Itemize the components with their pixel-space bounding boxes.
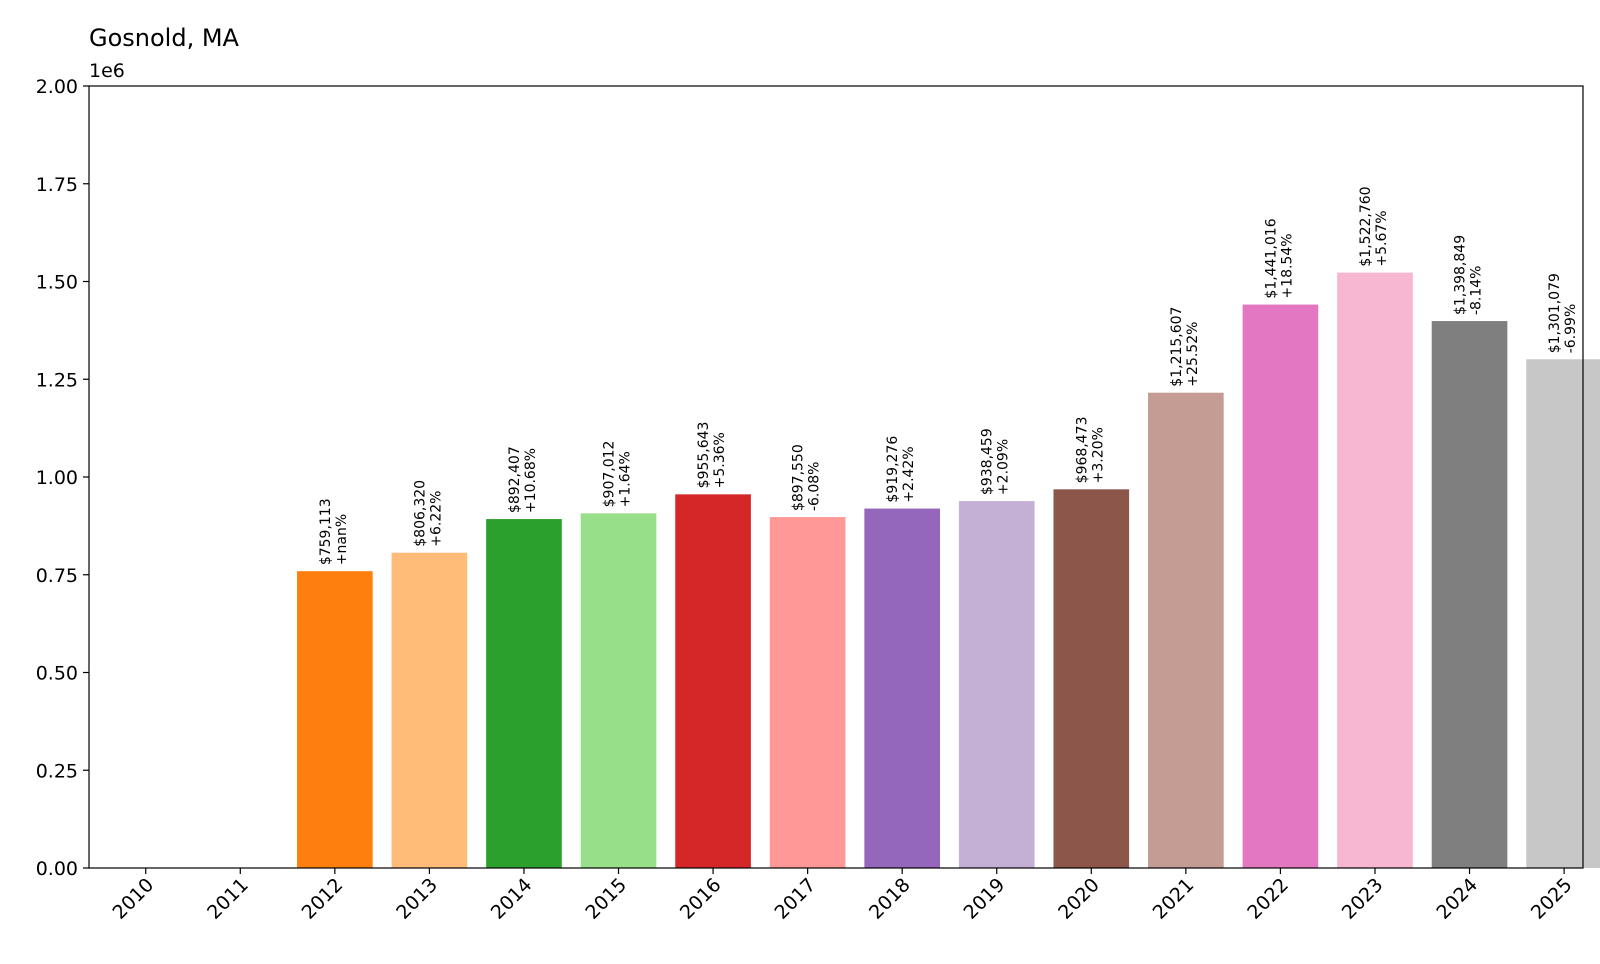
bar-labels-layer: $759,113 +nan% $806,320 +6.22% $892,407 +10.6… (318, 186, 1579, 565)
bar-change-label-2025: -6.99% (1563, 304, 1579, 354)
bar-value-label-2015: $907,012 (602, 441, 618, 508)
bar-value-label-2018: $919,276 (885, 436, 901, 503)
bar-change-label-2023: +5.67% (1374, 210, 1390, 266)
bar-value-label-2025: $1,301,079 (1547, 273, 1563, 353)
bar-change-label-2014: +10.68% (523, 448, 539, 513)
bars-layer (297, 272, 1600, 868)
bar-change-label-2022: +18.54% (1279, 233, 1295, 298)
x-tick-label-2024: 2024 (1432, 874, 1482, 924)
bar-2016 (675, 494, 751, 868)
bar-value-label-2012: $759,113 (318, 498, 334, 565)
bar-2021 (1148, 392, 1224, 868)
x-tick-label-2013: 2013 (392, 874, 442, 924)
chart-title: Gosnold, MA (89, 24, 240, 52)
bar-2023 (1337, 272, 1413, 868)
plot-frame (88, 85, 1584, 869)
bar-value-label-2013: $806,320 (412, 480, 428, 547)
y-tick-label-4: 1.00 (36, 467, 78, 489)
bar-2015 (580, 513, 657, 868)
bar-value-label-2021: $1,215,607 (1169, 307, 1185, 387)
y-tick-label-5: 1.25 (36, 369, 78, 391)
bar-value-label-2022: $1,441,016 (1263, 218, 1279, 298)
bar-2018 (864, 508, 941, 868)
x-tick-label-2017: 2017 (770, 874, 820, 924)
bar-value-label-2020: $968,473 (1074, 417, 1090, 484)
bar-value-label-2024: $1,398,849 (1453, 235, 1469, 315)
y-tick-label-2: 0.50 (36, 663, 78, 685)
bar-change-label-2020: +3.20% (1090, 427, 1106, 483)
bar-change-label-2024: -8.14% (1469, 266, 1485, 316)
bar-2024 (1431, 321, 1508, 868)
bar-change-label-2019: +2.09% (996, 439, 1012, 495)
bar-2012 (297, 571, 373, 868)
x-tick-label-2020: 2020 (1054, 874, 1104, 924)
bar-change-label-2016: +5.36% (712, 432, 728, 488)
x-tick-label-2021: 2021 (1149, 874, 1199, 924)
x-tick-label-2011: 2011 (203, 874, 253, 924)
bar-change-label-2017: -6.08% (807, 462, 823, 512)
x-tick-label-2025: 2025 (1527, 874, 1577, 924)
bar-change-label-2012: +nan% (334, 514, 350, 565)
x-tick-label-2016: 2016 (676, 874, 726, 924)
bar-2019 (958, 501, 1035, 868)
y-tick-label-3: 0.75 (36, 565, 78, 587)
x-tick-label-2022: 2022 (1243, 874, 1293, 924)
x-tick-label-2018: 2018 (865, 874, 915, 924)
bar-2017 (769, 517, 846, 868)
y-axis-offset-label: 1e6 (89, 60, 125, 82)
bar-change-label-2021: +25.52% (1185, 322, 1201, 387)
x-tick-label-2015: 2015 (581, 874, 631, 924)
bar-2014 (486, 519, 562, 868)
bar-value-label-2016: $955,643 (696, 422, 712, 489)
y-axis: 0.00 0.25 0.50 0.75 1.00 1.25 1.50 1.75 2.00 (36, 76, 89, 880)
bar-change-label-2018: +2.42% (901, 446, 917, 502)
y-tick-label-7: 1.75 (36, 174, 78, 196)
x-tick-label-2023: 2023 (1338, 874, 1388, 924)
bar-change-label-2015: +1.64% (618, 451, 634, 507)
x-tick-label-2014: 2014 (487, 874, 537, 924)
bar-2022 (1242, 304, 1319, 868)
x-tick-label-2010: 2010 (109, 874, 159, 924)
y-tick-label-6: 1.50 (36, 272, 78, 294)
bar-value-label-2023: $1,522,760 (1358, 186, 1374, 266)
y-tick-label-8: 2.00 (36, 76, 78, 98)
bar-value-label-2017: $897,550 (791, 444, 807, 511)
bar-2020 (1053, 489, 1130, 868)
y-tick-label-1: 0.25 (36, 760, 78, 782)
bar-value-label-2019: $938,459 (980, 428, 996, 495)
bar-value-label-2014: $892,407 (507, 446, 523, 513)
x-tick-label-2019: 2019 (960, 874, 1010, 924)
y-tick-label-0: 0.00 (36, 858, 78, 880)
bar-change-label-2013: +6.22% (428, 491, 444, 547)
x-tick-label-2012: 2012 (298, 874, 348, 924)
bar-2013 (391, 552, 468, 868)
x-axis: 2010 2011 2012 2013 2014 2015 2016 2017 2018 2019… (109, 868, 1577, 924)
bar-2025 (1526, 359, 1600, 868)
